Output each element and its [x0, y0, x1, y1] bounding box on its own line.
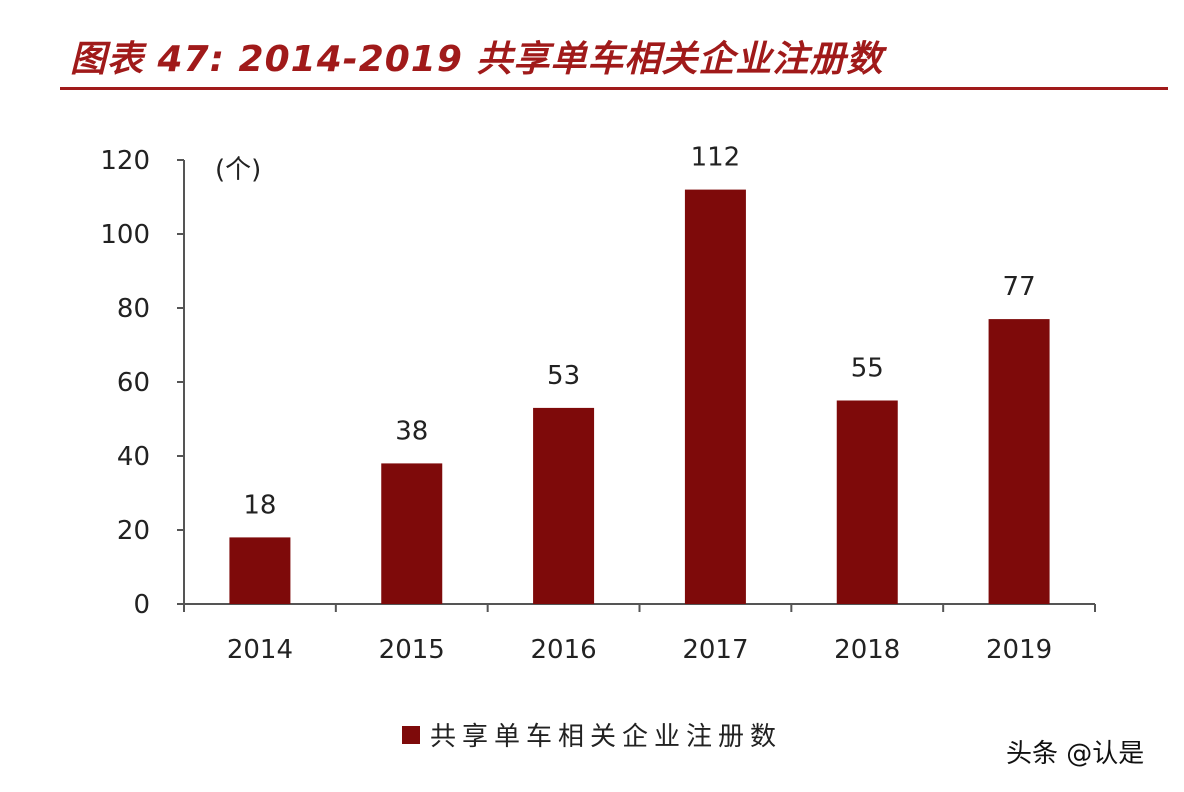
data-label-2017: 112	[691, 143, 741, 173]
data-label-2019: 77	[1003, 272, 1036, 302]
bars	[229, 189, 1050, 604]
legend-swatch	[402, 725, 420, 744]
bar-chart: 0 20 40 60 80 100 120 2014 2015 2016 2017 2018 2019…	[100, 143, 1096, 665]
y-tick-label: 40	[117, 442, 150, 472]
bar-2017	[684, 189, 746, 604]
data-label-2018: 55	[851, 354, 884, 384]
watermark: 头条 @认是	[1006, 739, 1145, 769]
bar-2015	[381, 463, 443, 604]
y-axis: 0 20 40 60 80 100 120	[100, 146, 185, 620]
chart-title: 图表 47: 2014-2019 共享单车相关企业注册数	[70, 39, 884, 80]
data-label-2014: 18	[243, 490, 276, 520]
bar-2018	[836, 400, 898, 604]
y-tick-label: 60	[117, 368, 150, 398]
x-tick-label-2018: 2018	[834, 635, 900, 665]
bar-2016	[533, 407, 595, 604]
data-labels: 18 38 53 112 55 77	[243, 143, 1035, 521]
y-tick-label: 100	[100, 220, 150, 250]
x-tick-label-2015: 2015	[379, 635, 445, 665]
legend-label: 共享单车相关企业注册数	[430, 722, 783, 752]
x-tick-label-2016: 2016	[530, 635, 596, 665]
x-tick-label-2017: 2017	[682, 635, 748, 665]
title-divider	[60, 87, 1168, 90]
bar-2014	[229, 537, 291, 604]
x-tick-label-2019: 2019	[986, 635, 1052, 665]
bar-2019	[988, 319, 1050, 604]
y-unit-label: (个)	[215, 155, 261, 185]
data-label-2015: 38	[395, 416, 428, 446]
y-tick-label: 120	[100, 146, 150, 176]
y-tick-label: 80	[117, 294, 150, 324]
legend: 共享单车相关企业注册数	[402, 716, 782, 753]
data-label-2016: 53	[547, 361, 580, 391]
x-tick-label-2014: 2014	[227, 635, 293, 665]
x-axis: 2014 2015 2016 2017 2018 2019	[183, 603, 1096, 665]
y-tick-label: 0	[133, 590, 150, 620]
y-tick-label: 20	[117, 516, 150, 546]
